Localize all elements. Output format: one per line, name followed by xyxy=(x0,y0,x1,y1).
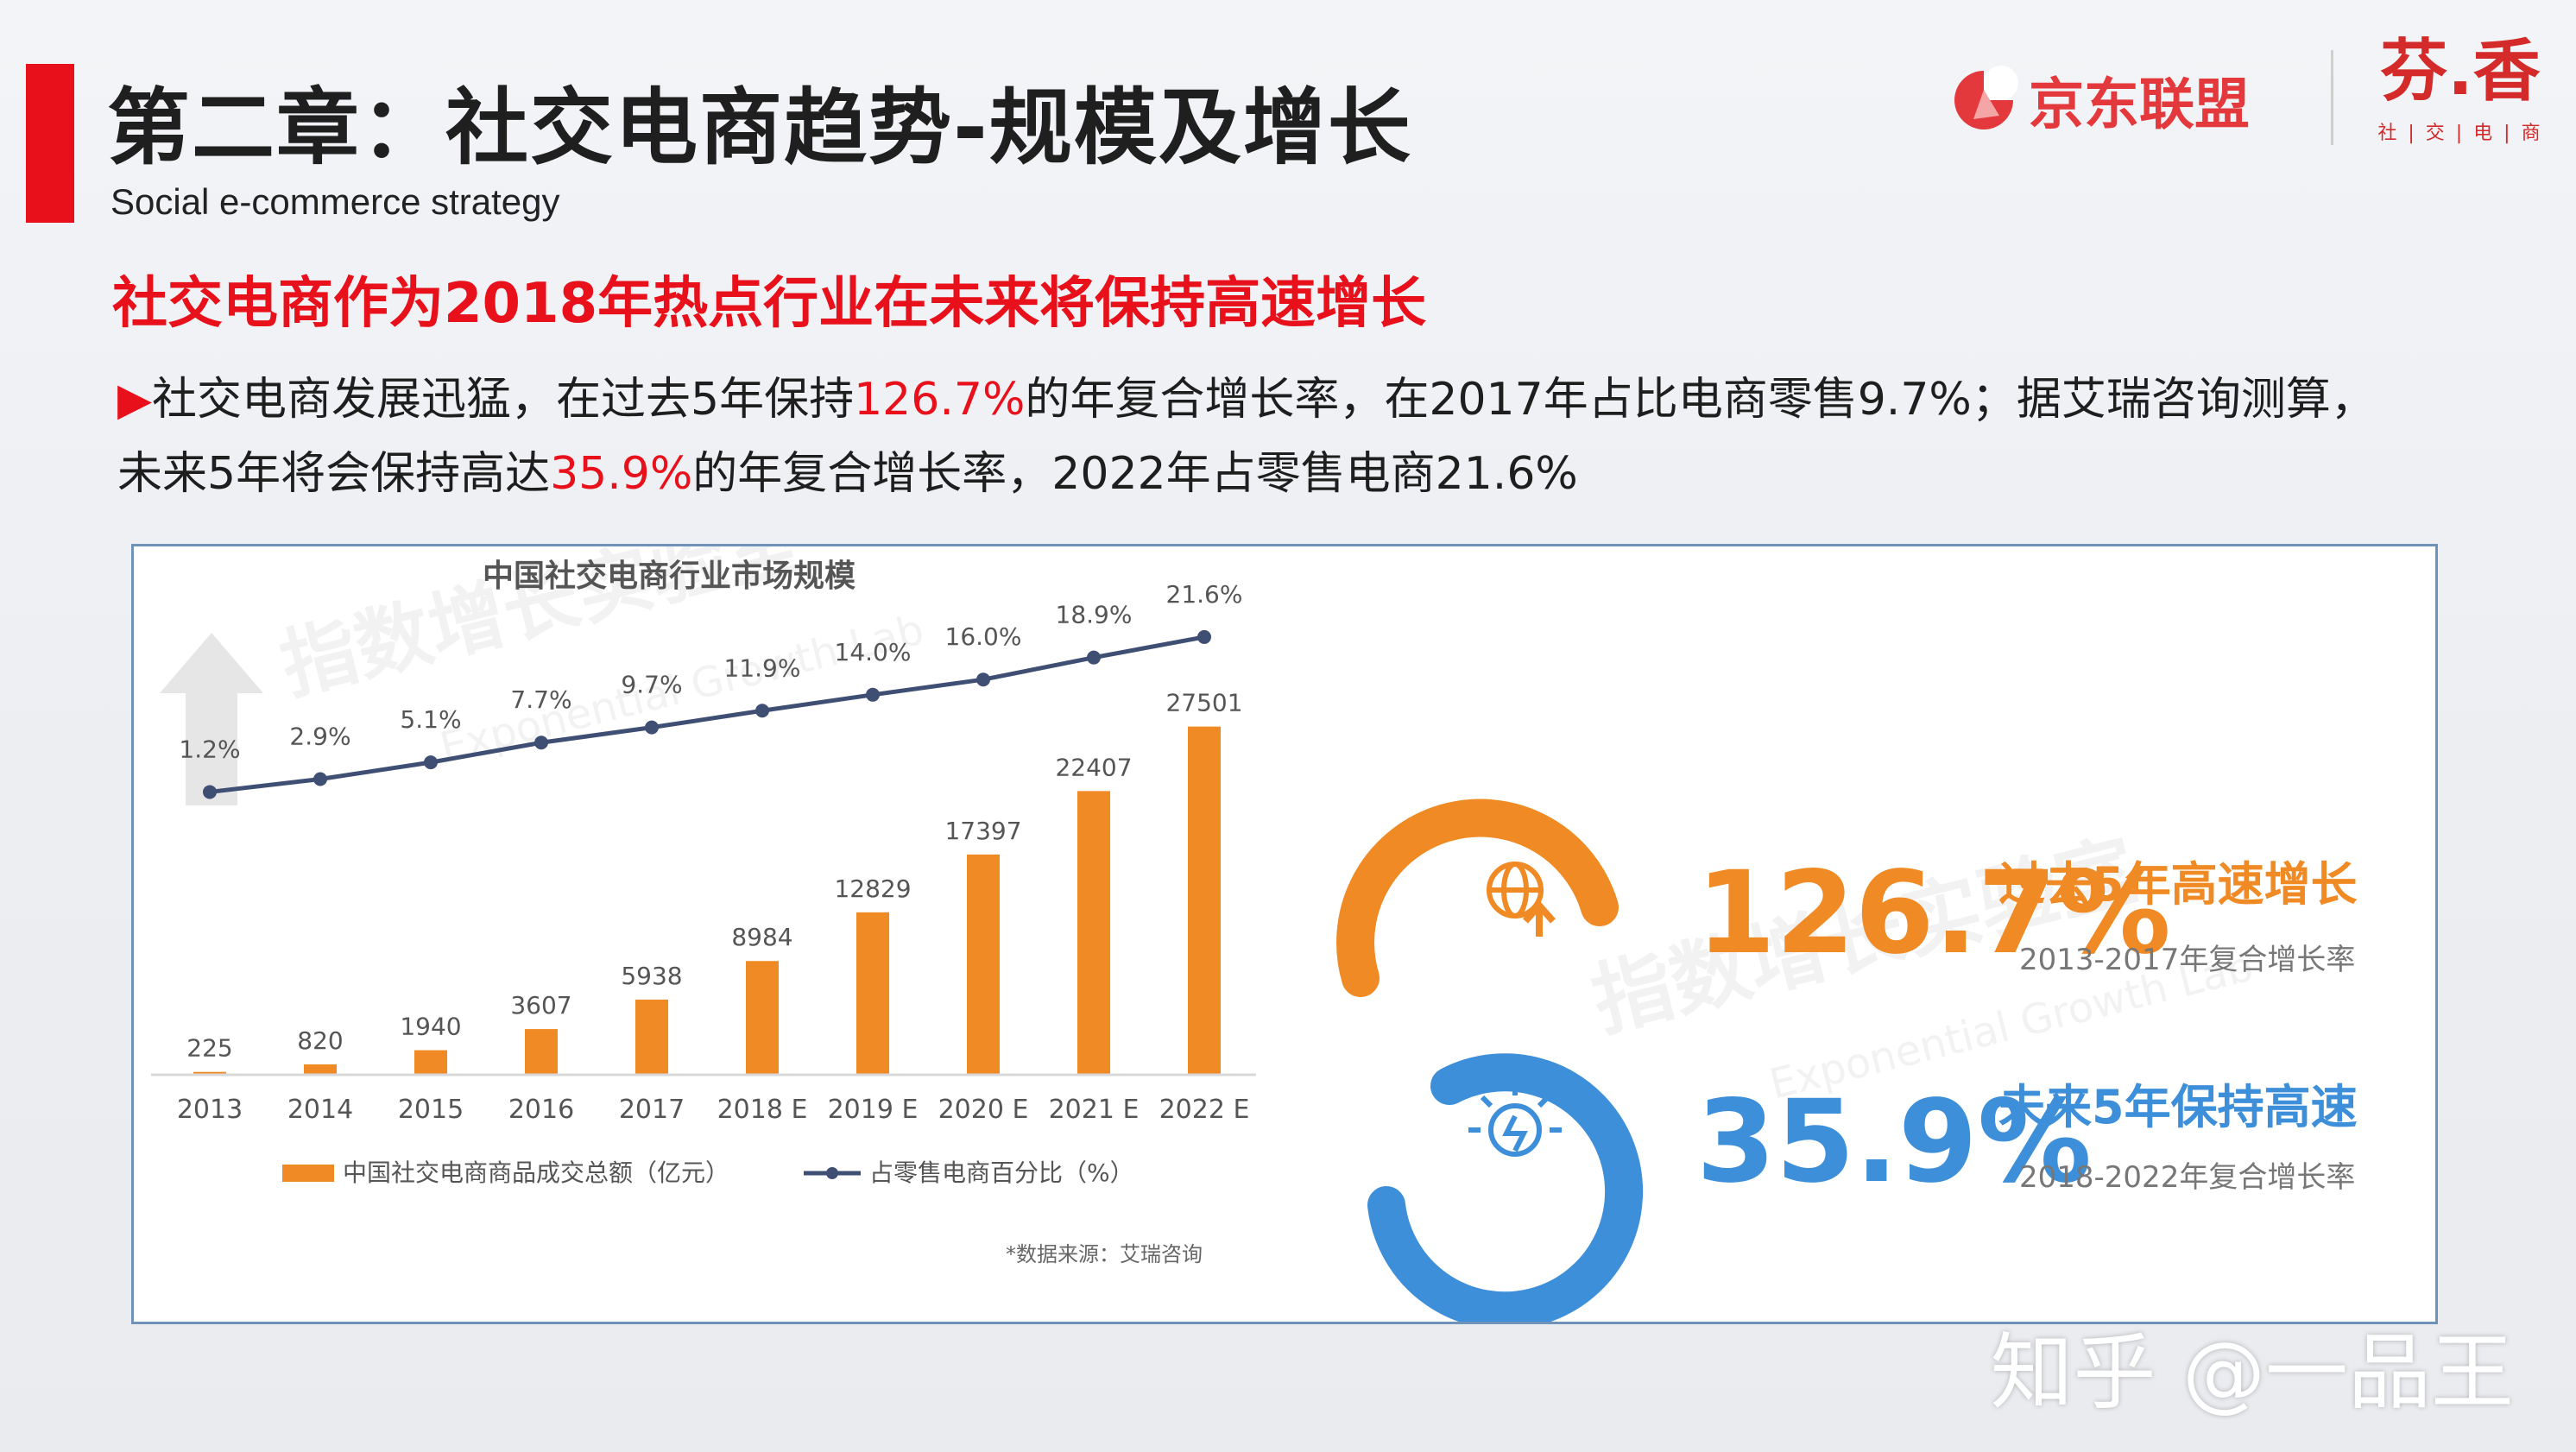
bar-value-label-3: 1940 xyxy=(400,1013,461,1041)
body-highlight-cagr-future: 35.9% xyxy=(550,448,693,500)
bar-value-label-2: 820 xyxy=(297,1026,343,1055)
title-accent-bar xyxy=(26,64,74,223)
page-title: 第二章：社交电商趋势-规模及增长 xyxy=(107,79,1412,176)
legend-bar-swatch xyxy=(282,1165,334,1182)
body-paragraph: ▶社交电商发展迅猛，在过去5年保持126.7%的年复合增长率，在2017年占比电… xyxy=(117,363,2396,511)
section-headline: 社交电商作为2018年热点行业在未来将保持高速增长 xyxy=(112,272,1427,336)
line-point-6 xyxy=(755,704,769,718)
stat-value-past: 126.7% xyxy=(1696,847,2171,980)
bar-3 xyxy=(414,1050,447,1075)
x-tick-label-10: 2022 E xyxy=(1159,1095,1250,1125)
x-tick-label-9: 2021 E xyxy=(1049,1095,1140,1125)
bar-4 xyxy=(525,1029,558,1075)
x-tick-label-4: 2016 xyxy=(508,1095,574,1125)
line-value-label-2: 2.9% xyxy=(289,722,350,750)
globe-arrow-icon xyxy=(1487,862,1556,937)
line-value-label-8: 16.0% xyxy=(945,622,1022,651)
bar-6 xyxy=(746,961,779,1075)
bar-value-label-6: 8984 xyxy=(731,923,792,951)
x-tick-label-7: 2019 E xyxy=(828,1095,919,1125)
stat-ring-future xyxy=(1367,1053,1644,1322)
bar-value-label-9: 22407 xyxy=(1055,753,1132,781)
background-arrow-icon xyxy=(160,633,263,805)
line-point-7 xyxy=(866,687,880,702)
bar-value-label-10: 27501 xyxy=(1165,689,1242,717)
body-highlight-cagr-past: 126.7% xyxy=(854,374,1026,426)
bar-value-label-1: 225 xyxy=(186,1034,232,1063)
bar-2 xyxy=(304,1064,337,1075)
line-point-10 xyxy=(1197,629,1211,644)
line-point-9 xyxy=(1087,650,1101,665)
fenxiang-logo: 芬.香 社 | 交 | 电 | 商 xyxy=(2370,38,2551,145)
infographic-panel: 指数增长实验室 Exponential Growth Lab 指数增长实验室 E… xyxy=(131,544,2438,1324)
fenxiang-logo-text: 芬.香 xyxy=(2380,33,2541,110)
chart-title: 中国社交电商行业市场规模 xyxy=(483,558,856,594)
line-point-1 xyxy=(203,785,217,799)
percent-line-series: 1.2% 2.9% 5.1% 7.7% 9.7% 11.9% 14.0% 16.0% 18.9%… xyxy=(179,580,1242,799)
lightbulb-icon xyxy=(1468,1082,1562,1157)
jd-union-logo-text: 京东联盟 xyxy=(2029,73,2250,137)
jd-union-logo: 京东联盟 xyxy=(1949,60,2250,140)
line-point-3 xyxy=(424,755,438,770)
body-text-3: 的年复合增长率，2022年占零售电商21.6% xyxy=(692,448,1578,500)
x-tick-label-3: 2015 xyxy=(398,1095,464,1125)
bar-value-label-7: 12829 xyxy=(834,874,911,903)
bar-value-label-4: 3607 xyxy=(510,991,571,1020)
bar-10 xyxy=(1188,726,1221,1075)
bar-5 xyxy=(635,999,668,1075)
legend-line-label: 占零售电商百分比（%） xyxy=(869,1158,1134,1187)
line-point-5 xyxy=(645,720,659,735)
x-tick-label-2: 2014 xyxy=(287,1095,353,1125)
stat-label-past: 过去5年高速增长 xyxy=(1998,857,2358,912)
logo-divider xyxy=(2331,50,2333,145)
stat-value-future: 35.9% xyxy=(1696,1076,2092,1209)
stat-card-past: 126.7% 过去5年高速增长 2013-2017年复合增长率 xyxy=(1336,799,2358,997)
line-point-2 xyxy=(313,772,327,786)
x-tick-label-1: 2013 xyxy=(177,1095,243,1125)
line-value-label-1: 1.2% xyxy=(179,735,240,763)
line-value-label-3: 5.1% xyxy=(400,705,461,734)
line-value-label-10: 21.6% xyxy=(1166,580,1243,609)
line-point-8 xyxy=(976,672,990,687)
bullet-arrow-icon: ▶ xyxy=(117,374,152,426)
line-value-label-6: 11.9% xyxy=(724,653,801,682)
legend-bar-label: 中国社交电商商品成交总额（亿元） xyxy=(343,1158,729,1187)
panel-watermark: 指数增长实验室 Exponential Growth Lab 指数增长实验室 E… xyxy=(272,546,2257,1109)
x-tick-label-5: 2017 xyxy=(619,1095,685,1125)
line-value-label-5: 9.7% xyxy=(621,671,682,699)
bar-7 xyxy=(856,912,889,1075)
line-value-label-9: 18.9% xyxy=(1056,601,1133,629)
page-subtitle: Social e-commerce strategy xyxy=(110,181,560,222)
line-value-label-4: 7.7% xyxy=(510,685,571,714)
x-tick-label-8: 2020 E xyxy=(938,1095,1029,1125)
stat-card-future: 35.9% 未来5年保持高速 2018-2022年复合增长率 xyxy=(1367,1053,2358,1322)
body-text-2: 的年复合增长率，在2017年占比电商零售9.7%；据艾瑞咨询测算，未来5年将会保… xyxy=(117,374,2376,500)
fenxiang-logo-subtext: 社 | 交 | 电 | 商 xyxy=(2377,123,2543,144)
gmv-bar-series: 225 820 1940 3607 5938 8984 12829 17397 22407 275… xyxy=(186,689,1243,1075)
bar-8 xyxy=(967,854,1000,1075)
market-size-chart: 指数增长实验室 Exponential Growth Lab 指数增长实验室 E… xyxy=(151,546,2358,1322)
chart-legend: 中国社交电商商品成交总额（亿元） 占零售电商百分比（%） xyxy=(282,1158,1134,1187)
x-axis: 2013 2014 2015 2016 2017 2018 E 2019 E 2020 E 20… xyxy=(151,1073,1256,1125)
stat-ring-past xyxy=(1336,799,1619,997)
stat-sublabel-future: 2018-2022年复合增长率 xyxy=(2019,1160,2355,1195)
bar-1 xyxy=(193,1071,226,1075)
stat-sublabel-past: 2013-2017年复合增长率 xyxy=(2019,943,2355,977)
x-tick-label-6: 2018 E xyxy=(717,1095,808,1125)
percent-line xyxy=(209,634,1205,794)
line-value-label-7: 14.0% xyxy=(835,638,912,666)
zhihu-watermark: 知乎 @一品王 xyxy=(1990,1324,2514,1421)
chart-source: *数据来源：艾瑞咨询 xyxy=(1006,1242,1203,1266)
bar-value-label-8: 17397 xyxy=(944,817,1021,845)
bar-9 xyxy=(1077,791,1110,1075)
legend-line-marker xyxy=(826,1167,838,1179)
body-text-1: 社交电商发展迅猛，在过去5年保持 xyxy=(152,374,855,426)
stat-label-future: 未来5年保持高速 xyxy=(1998,1080,2358,1134)
line-point-4 xyxy=(534,735,548,750)
bar-value-label-5: 5938 xyxy=(621,962,682,990)
jd-logo-icon xyxy=(1954,66,2018,129)
